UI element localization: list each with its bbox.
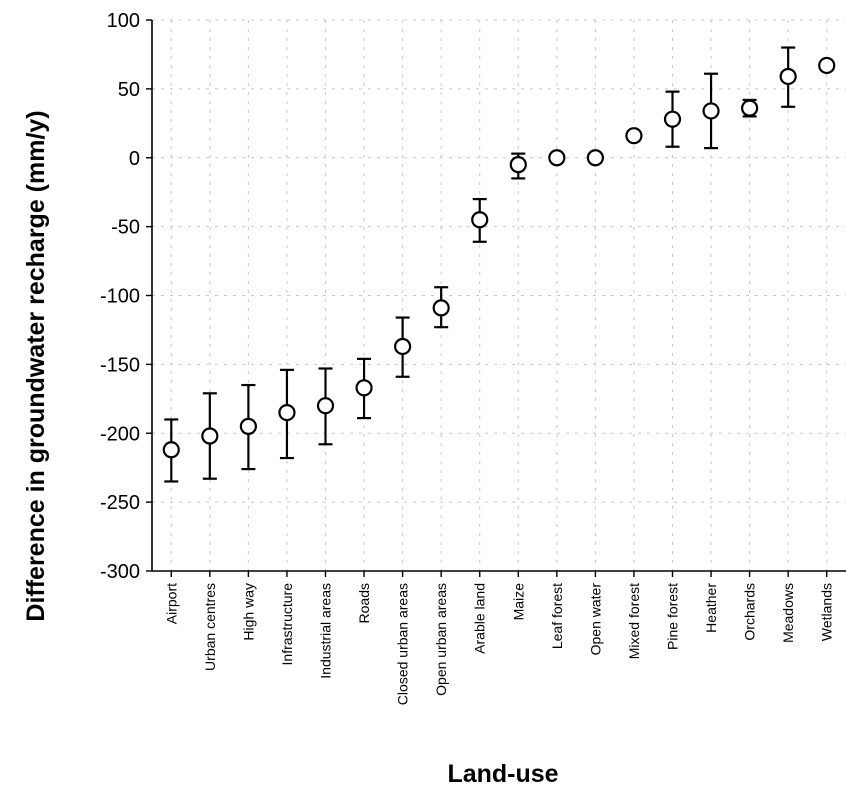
x-tick-label: Closed urban areas (395, 583, 411, 705)
y-tick-label: 100 (107, 10, 140, 32)
y-tick-label: -300 (100, 561, 140, 583)
data-point (394, 337, 412, 356)
x-tick-label: Meadows (780, 583, 796, 643)
x-axis-title: Land-use (447, 760, 558, 788)
data-point (548, 149, 566, 167)
y-tick-label: 50 (118, 79, 140, 101)
tick-labels: 100 50 0 -50 -100 -150 -200 -250 -300 Airport Urba… (100, 10, 835, 705)
data-point (663, 110, 682, 128)
grid (152, 19, 846, 572)
data-point (509, 156, 527, 174)
data-point (316, 397, 335, 415)
data-point (625, 127, 643, 145)
x-tick-label: Orchards (742, 583, 758, 641)
x-tick-label: Heather (703, 583, 719, 633)
x-tick-label: Maize (510, 583, 526, 621)
data-points (162, 56, 836, 459)
x-tick-label: Industrial areas (318, 583, 334, 679)
x-tick-label: Pine forest (665, 583, 681, 650)
x-tick-label: Leaf forest (549, 583, 565, 649)
x-tick-label: Infrastructure (279, 583, 295, 666)
axes (146, 19, 846, 577)
data-point (741, 99, 759, 117)
x-tick-label: Open urban areas (433, 583, 449, 696)
x-tick-label: Open water (587, 583, 603, 656)
data-point (779, 67, 797, 86)
y-tick-label: -150 (100, 354, 140, 376)
x-tick-label: Roads (356, 583, 372, 623)
x-tick-label: Airport (163, 583, 179, 624)
data-point (239, 417, 257, 435)
x-tick-label: Wetlands (819, 583, 835, 641)
data-point (586, 149, 604, 167)
x-tick-label: High way (240, 583, 256, 641)
data-point (162, 441, 180, 459)
data-point (201, 427, 219, 445)
y-tick-label: -200 (100, 423, 140, 445)
y-tick-label: -50 (111, 217, 140, 239)
x-tick-label: Urban centres (202, 583, 218, 671)
y-tick-label: -250 (100, 492, 140, 514)
y-axis-title: Difference in groundwater recharge (mm/y… (22, 110, 50, 621)
data-point (818, 56, 836, 75)
data-point (355, 379, 373, 397)
y-tick-label: -100 (100, 286, 140, 308)
data-point (278, 403, 296, 422)
data-point (432, 299, 450, 317)
data-point (702, 102, 720, 120)
x-tick-label: Arable land (472, 583, 488, 654)
y-tick-label: 0 (129, 148, 140, 170)
data-point (471, 211, 489, 229)
x-tick-label: Mixed forest (626, 583, 642, 659)
